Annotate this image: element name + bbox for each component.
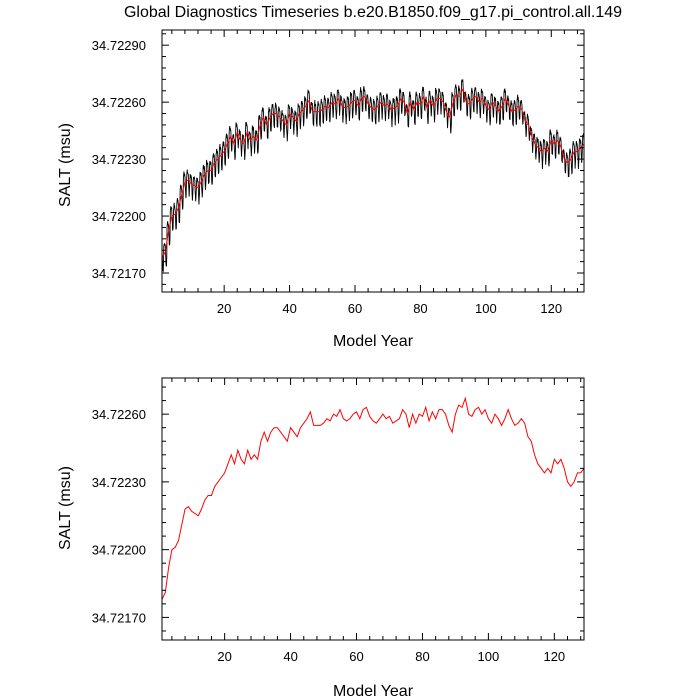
y-tick-label: 34.72260 xyxy=(92,407,146,422)
top-panel: 20 40 60 80 100 120 34.72170 34.72200 34.72230 34… xyxy=(57,29,585,350)
x-tick-label: 100 xyxy=(475,301,497,316)
bottom-plot-area xyxy=(162,396,584,600)
x-tick-label: 60 xyxy=(349,649,363,664)
x-tick-label: 20 xyxy=(217,301,231,316)
x-tick-label: 120 xyxy=(540,301,562,316)
x-tick-label: 120 xyxy=(543,649,565,664)
y-tick-label: 34.72230 xyxy=(92,475,146,490)
top-plot-area xyxy=(162,78,584,273)
y-tick-label: 34.72200 xyxy=(92,209,146,224)
x-tick-label: 80 xyxy=(415,649,429,664)
top-x-axis-label: Model Year xyxy=(333,333,414,350)
y-tick-label: 34.72200 xyxy=(92,543,146,558)
y-tick-label: 34.72170 xyxy=(92,266,146,281)
y-tick-label: 34.72170 xyxy=(92,610,146,625)
series-annual-line xyxy=(162,87,584,259)
y-tick-label: 34.72290 xyxy=(92,38,146,53)
bottom-x-axis-label: Model Year xyxy=(333,683,414,700)
top-y-axis-label: SALT (msu) xyxy=(57,123,74,207)
x-tick-label: 60 xyxy=(348,301,362,316)
top-ticks: 20 40 60 80 100 120 34.72170 34.72200 34.72230 34… xyxy=(92,30,584,316)
x-tick-label: 40 xyxy=(282,301,296,316)
bottom-y-axis-label: SALT (msu) xyxy=(57,466,74,550)
x-tick-label: 100 xyxy=(478,649,500,664)
x-tick-label: 20 xyxy=(217,649,231,664)
chart-title: Global Diagnostics Timeseries b.e20.B185… xyxy=(124,4,622,21)
y-tick-label: 34.72230 xyxy=(92,152,146,167)
series-annual-line xyxy=(162,396,584,600)
top-axes-frame xyxy=(161,29,585,293)
y-tick-label: 34.72260 xyxy=(92,95,146,110)
x-tick-label: 80 xyxy=(413,301,427,316)
bottom-ticks: 20 40 60 80 100 120 34.72170 34.72200 34.72230 34… xyxy=(92,378,584,664)
bottom-panel: 20 40 60 80 100 120 34.72170 34.72200 34.72230 34… xyxy=(57,377,585,700)
x-tick-label: 40 xyxy=(283,649,297,664)
